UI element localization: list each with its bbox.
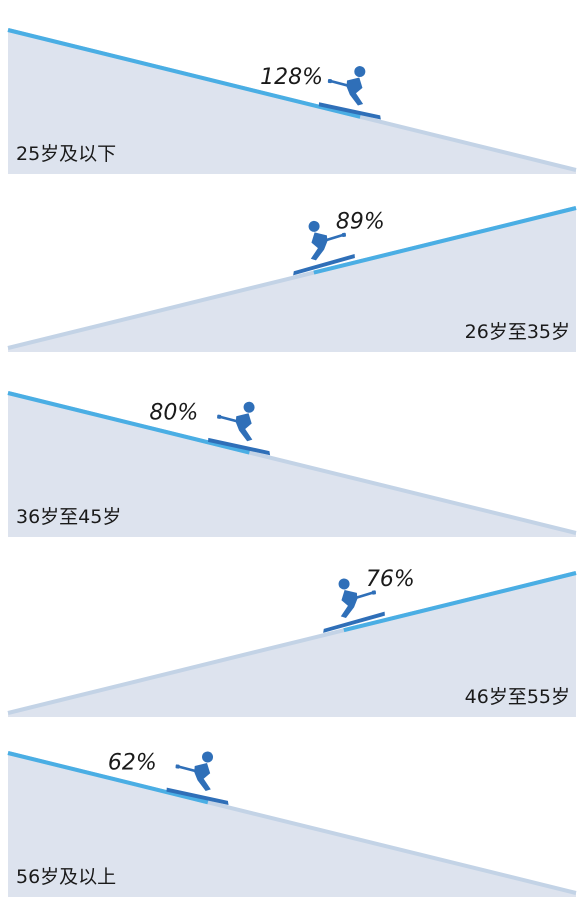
value-label: 89% <box>336 210 385 235</box>
slope-panel: 80% 36岁至45岁 <box>7 391 577 537</box>
category-label: 26岁至35岁 <box>465 321 570 343</box>
slope-panel: 128% 25岁及以下 <box>7 28 577 174</box>
value-bar <box>313 206 577 275</box>
slope-panel: 89% 26岁至35岁 <box>7 206 577 352</box>
value-bar <box>343 571 577 633</box>
value-label: 76% <box>366 567 415 592</box>
category-label: 36岁至45岁 <box>16 506 121 528</box>
value-label: 128% <box>260 65 323 90</box>
value-bar <box>7 391 250 455</box>
slope-panel: 62% 56岁及以上 <box>7 747 577 897</box>
slope-panel: 76% 46岁至55岁 <box>7 567 577 717</box>
value-label: 62% <box>108 750 157 775</box>
category-label: 25岁及以下 <box>16 143 116 165</box>
value-label: 80% <box>149 401 198 426</box>
category-label: 46岁至55岁 <box>465 686 570 708</box>
value-bar <box>7 751 209 805</box>
value-bar <box>7 28 361 119</box>
category-label: 56岁及以上 <box>16 866 116 888</box>
